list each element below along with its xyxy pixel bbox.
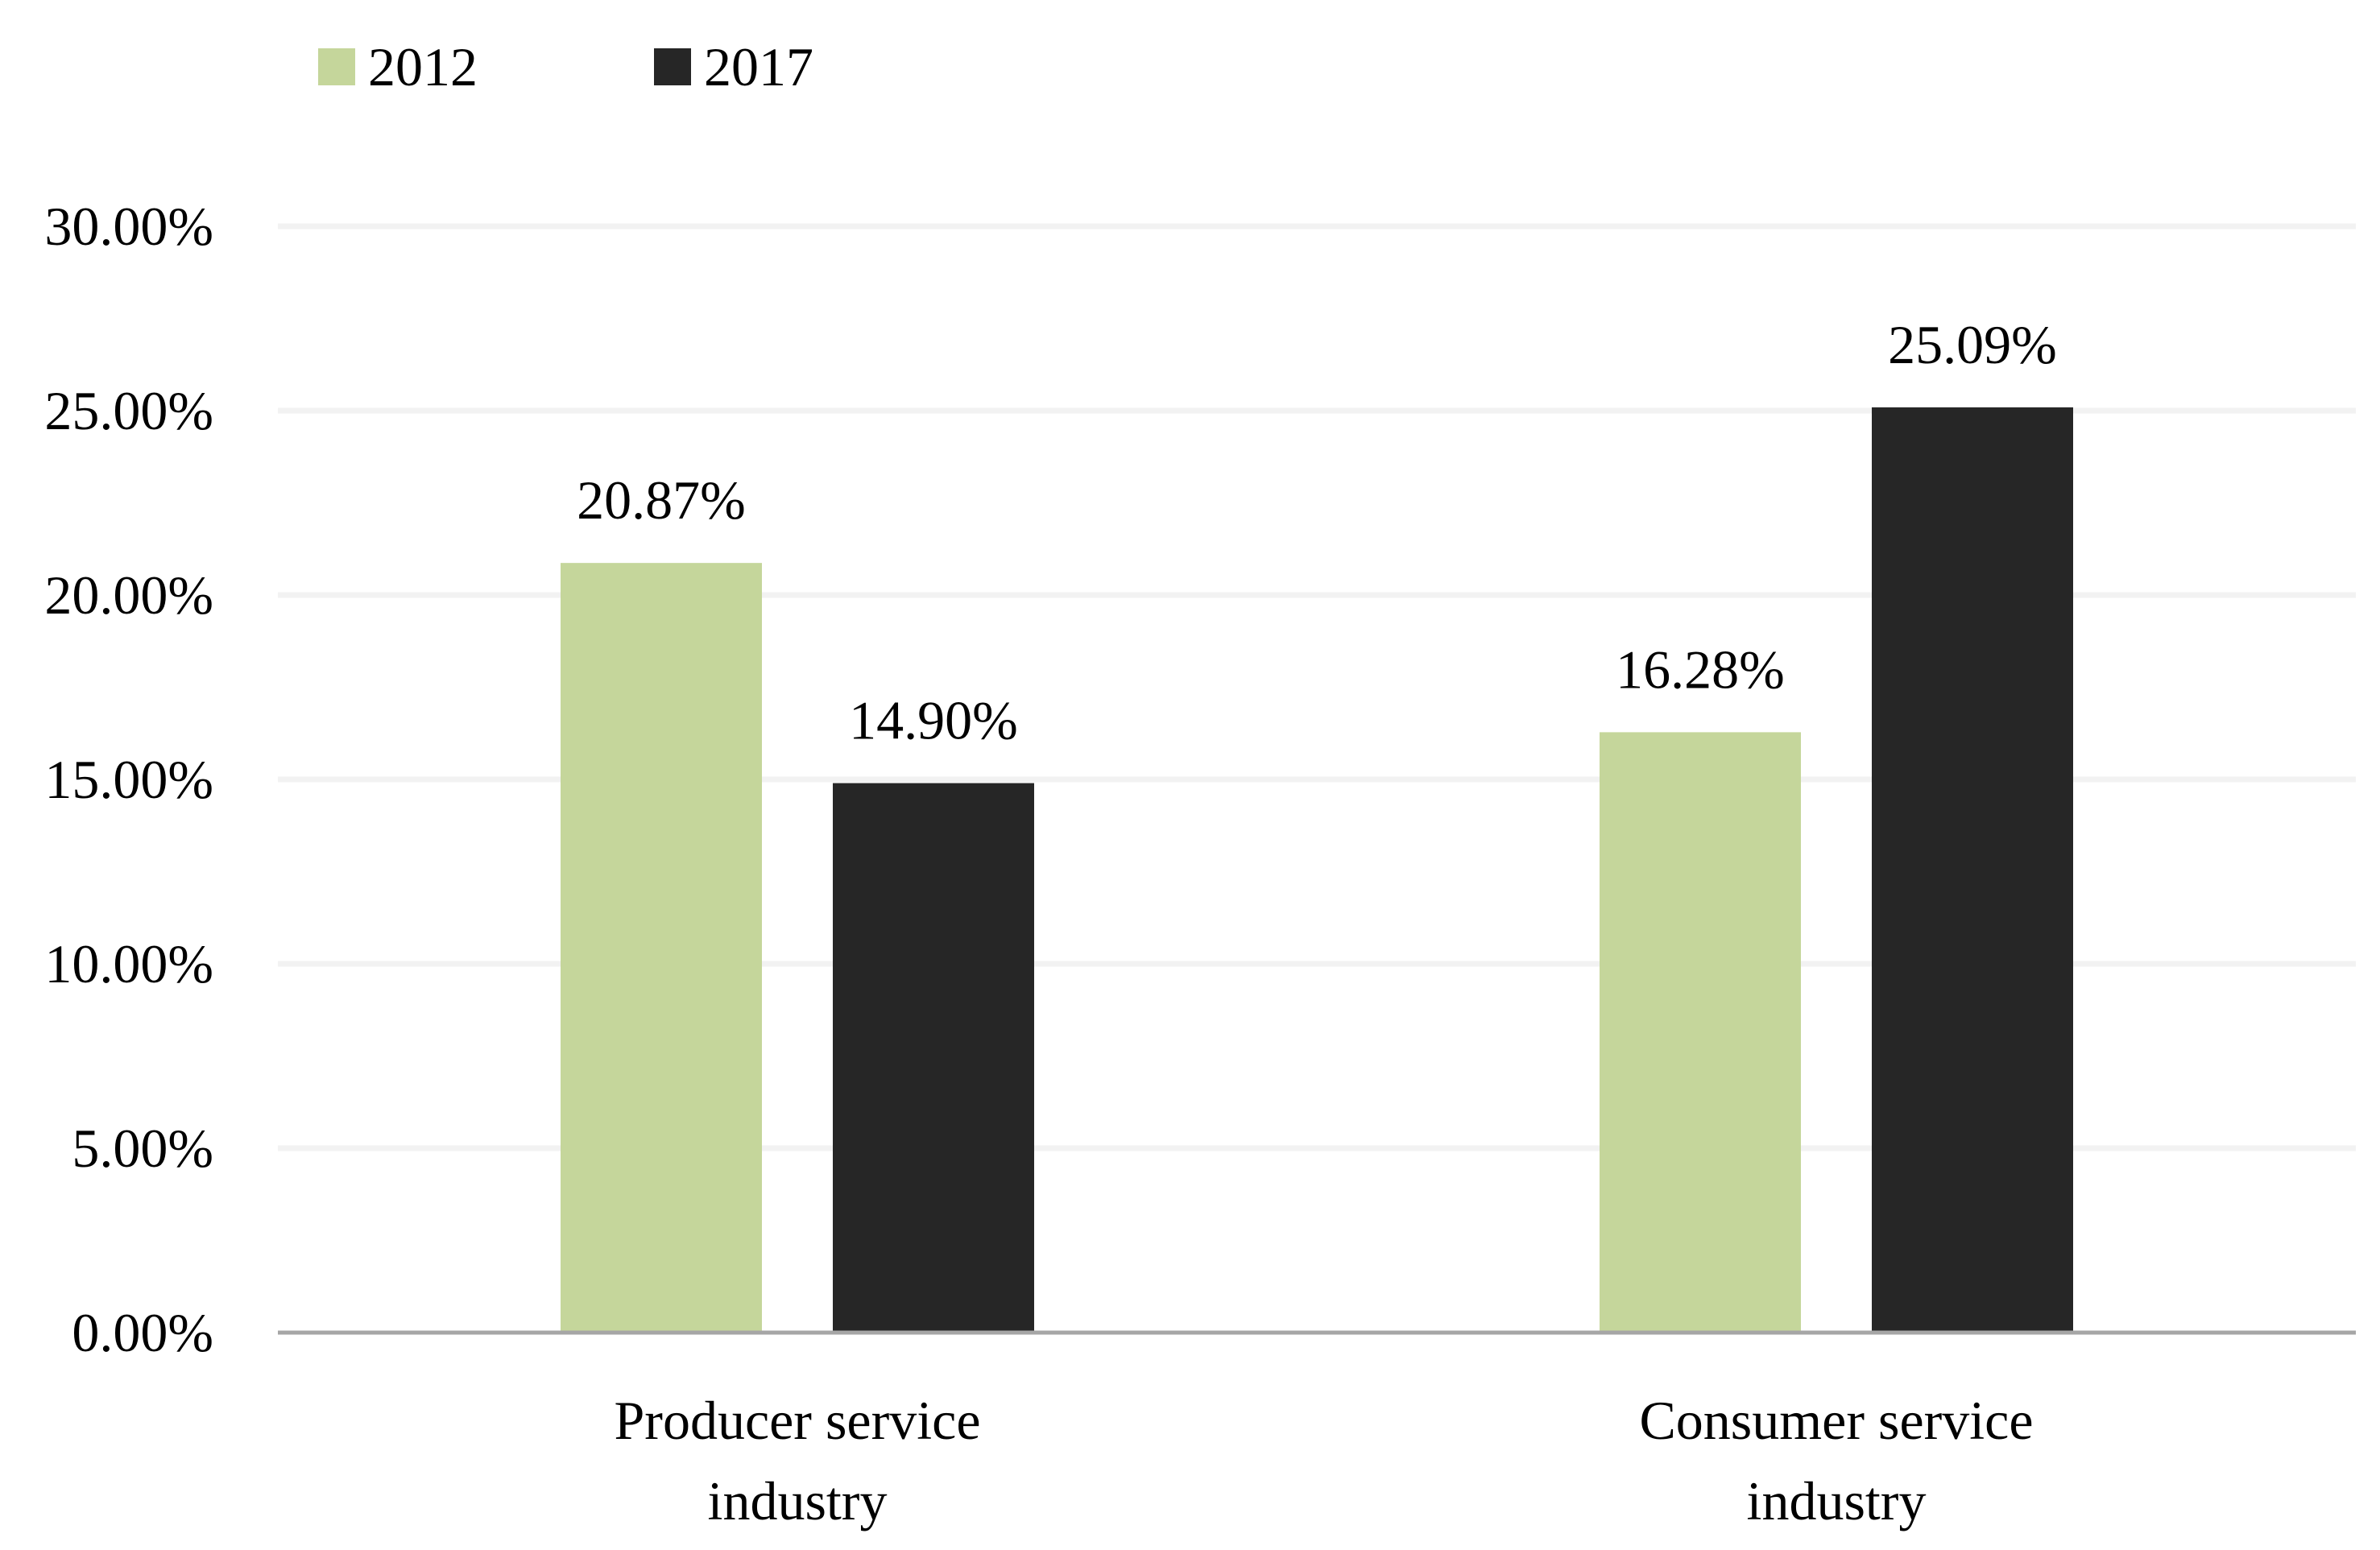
- legend-swatch-2017: [654, 48, 691, 85]
- bars: [561, 407, 2073, 1333]
- legend-swatch-2012: [318, 48, 355, 85]
- legend-label: 2017: [704, 36, 813, 97]
- y-tick-label: 20.00%: [44, 564, 213, 626]
- y-tick-label: 10.00%: [44, 933, 213, 994]
- legend-label: 2012: [368, 36, 478, 97]
- data-label: 25.09%: [1888, 314, 2057, 375]
- data-label: 14.90%: [849, 690, 1018, 751]
- x-category-label: Producer service: [614, 1390, 980, 1451]
- y-axis-tick-labels: 0.00% 5.00% 10.00% 15.00% 20.00% 25.00% 30.00%: [44, 196, 213, 1363]
- y-tick-label: 25.00%: [44, 380, 213, 441]
- x-axis-category-labels: Producer service industry Consumer service…: [614, 1390, 2033, 1531]
- bar-2017-1: [833, 783, 1034, 1333]
- data-label: 20.87%: [577, 469, 746, 531]
- y-tick-label: 30.00%: [44, 196, 213, 257]
- y-tick-label: 0.00%: [72, 1302, 213, 1363]
- legend: 2012 2017: [318, 36, 813, 97]
- data-labels: 20.87% 14.90% 16.28% 25.09%: [577, 314, 2057, 751]
- bar-2012-1: [561, 563, 762, 1333]
- y-tick-label: 15.00%: [44, 749, 213, 810]
- x-category-label: industry: [708, 1470, 888, 1531]
- y-tick-label: 5.00%: [72, 1118, 213, 1179]
- bar-2012-2: [1600, 732, 1801, 1333]
- x-category-label: Consumer service: [1639, 1390, 2033, 1451]
- bar-2017-2: [1872, 407, 2073, 1333]
- x-category-label: industry: [1747, 1470, 1927, 1531]
- data-label: 16.28%: [1616, 639, 1785, 700]
